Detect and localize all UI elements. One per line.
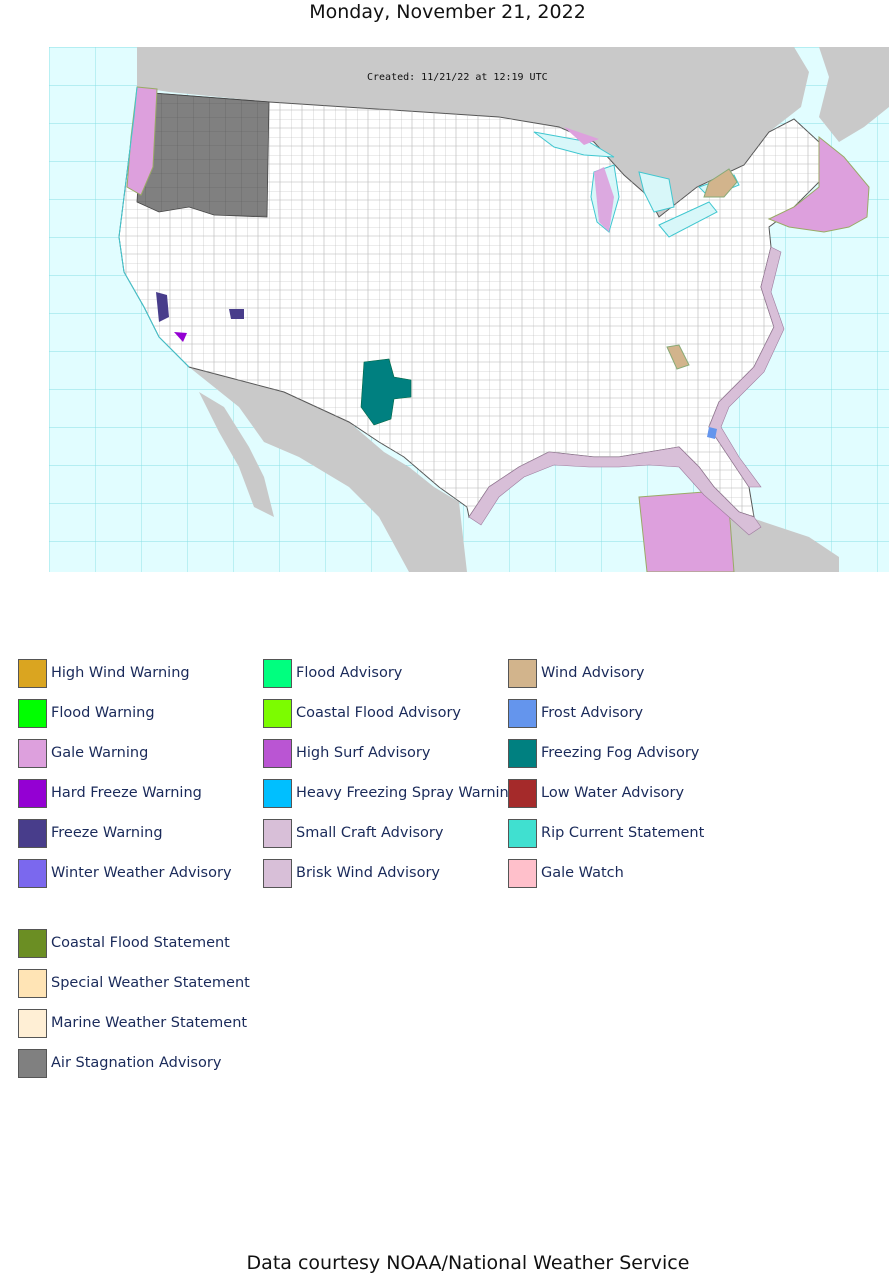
legend-freeze-warning: Freeze Warning bbox=[18, 817, 163, 849]
legend-label: Special Weather Statement bbox=[51, 975, 250, 991]
legend-label: Winter Weather Advisory bbox=[51, 865, 232, 881]
legend-wind-advisory: Wind Advisory bbox=[508, 657, 645, 689]
legend-label: High Surf Advisory bbox=[296, 745, 431, 761]
legend-label: Heavy Freezing Spray Warning bbox=[296, 785, 518, 801]
legend-swatch bbox=[18, 928, 47, 958]
legend-coastal-flood-advisory: Coastal Flood Advisory bbox=[263, 697, 461, 729]
freeze-warning-ca bbox=[156, 292, 169, 322]
legend-label: Flood Warning bbox=[51, 705, 155, 721]
legend-swatch bbox=[508, 858, 537, 888]
legend-swatch bbox=[263, 738, 292, 768]
page-title: Monday, November 21, 2022 bbox=[309, 1, 586, 23]
legend-gale-watch: Gale Watch bbox=[508, 857, 624, 889]
legend-label: Freeze Warning bbox=[51, 825, 163, 841]
wind-advisory-ny bbox=[703, 168, 738, 198]
legend-label: Coastal Flood Statement bbox=[51, 935, 230, 951]
legend-freezing-fog-advisory: Freezing Fog Advisory bbox=[508, 737, 699, 769]
legend-high-wind-warning: High Wind Warning bbox=[18, 657, 190, 689]
legend-winter-weather-advisory: Winter Weather Advisory bbox=[18, 857, 232, 889]
legend-label: Gale Warning bbox=[51, 745, 149, 761]
legend-marine-weather-statement: Marine Weather Statement bbox=[18, 1007, 247, 1039]
legend-swatch bbox=[18, 738, 47, 768]
legend-label: High Wind Warning bbox=[51, 665, 190, 681]
legend-swatch bbox=[263, 658, 292, 688]
legend-small-craft-advisory: Small Craft Advisory bbox=[263, 817, 443, 849]
legend-swatch bbox=[263, 698, 292, 728]
legend-label: Brisk Wind Advisory bbox=[296, 865, 440, 881]
legend-swatch bbox=[18, 968, 47, 998]
legend-swatch bbox=[508, 658, 537, 688]
legend-swatch bbox=[263, 778, 292, 808]
gale-warning-northeast bbox=[767, 135, 870, 233]
legend-label: Wind Advisory bbox=[541, 665, 645, 681]
legend-label: Air Stagnation Advisory bbox=[51, 1055, 222, 1071]
legend-frost-advisory: Frost Advisory bbox=[508, 697, 643, 729]
small-craft-advisory-gulf bbox=[468, 446, 762, 536]
legend-special-weather-statement: Special Weather Statement bbox=[18, 967, 250, 999]
freezing-fog-advisory bbox=[360, 358, 412, 426]
gale-warning-gulf bbox=[638, 491, 735, 572]
legend-label: Gale Watch bbox=[541, 865, 624, 881]
legend-air-stagnation-advisory: Air Stagnation Advisory bbox=[18, 1047, 221, 1079]
frost-advisory-fl bbox=[707, 427, 717, 439]
legend-label: Rip Current Statement bbox=[541, 825, 705, 841]
legend-rip-current-statement: Rip Current Statement bbox=[508, 817, 704, 849]
legend-flood-warning: Flood Warning bbox=[18, 697, 155, 729]
legend-coastal-flood-statement: Coastal Flood Statement bbox=[18, 927, 230, 959]
weather-alert-map: Created: 11/21/22 at 12:19 UTC bbox=[49, 47, 889, 572]
legend-flood-advisory: Flood Advisory bbox=[263, 657, 402, 689]
legend-brisk-wind-advisory: Brisk Wind Advisory bbox=[263, 857, 440, 889]
legend-label: Freezing Fog Advisory bbox=[541, 745, 700, 761]
legend-high-surf-advisory: High Surf Advisory bbox=[263, 737, 430, 769]
legend-label: Small Craft Advisory bbox=[296, 825, 444, 841]
mexico-land bbox=[189, 367, 467, 572]
footer-credit: Data courtesy NOAA/National Weather Serv… bbox=[246, 1252, 690, 1274]
legend-hard-freeze-warning: Hard Freeze Warning bbox=[18, 777, 202, 809]
legend-swatch bbox=[508, 818, 537, 848]
hard-freeze-warning-ca bbox=[174, 332, 187, 342]
legend-swatch bbox=[18, 1048, 47, 1078]
legend-swatch bbox=[18, 778, 47, 808]
legend-label: Hard Freeze Warning bbox=[51, 785, 202, 801]
legend-swatch bbox=[18, 858, 47, 888]
legend-swatch bbox=[18, 818, 47, 848]
legend-label: Coastal Flood Advisory bbox=[296, 705, 462, 721]
created-timestamp: Created: 11/21/22 at 12:19 UTC bbox=[367, 72, 548, 83]
legend-swatch bbox=[263, 858, 292, 888]
legend-heavy-freezing-spray-warning: Heavy Freezing Spray Warning bbox=[263, 777, 518, 809]
legend-swatch bbox=[508, 698, 537, 728]
legend-swatch bbox=[18, 658, 47, 688]
legend-label: Marine Weather Statement bbox=[51, 1015, 248, 1031]
legend-swatch bbox=[18, 1008, 47, 1038]
legend-label: Flood Advisory bbox=[296, 665, 403, 681]
legend-swatch bbox=[18, 698, 47, 728]
legend-low-water-advisory: Low Water Advisory bbox=[508, 777, 684, 809]
legend-label: Low Water Advisory bbox=[541, 785, 685, 801]
legend-swatch bbox=[508, 778, 537, 808]
legend-label: Frost Advisory bbox=[541, 705, 644, 721]
legend-swatch bbox=[263, 818, 292, 848]
legend-gale-warning: Gale Warning bbox=[18, 737, 148, 769]
legend-swatch bbox=[508, 738, 537, 768]
